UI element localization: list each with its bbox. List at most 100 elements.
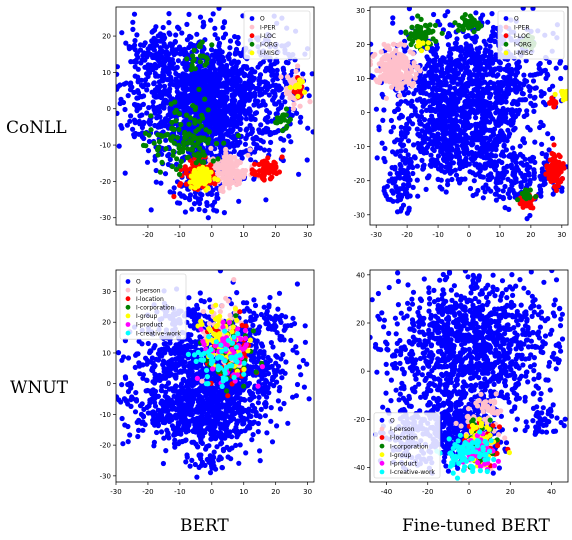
scatter-point-i-org <box>460 27 467 33</box>
scatter-point-o <box>130 19 136 25</box>
wnut-bert-scatter-plot: -30 -20 -10 0 10 20 30-30-20-100102030OI-perso… <box>100 269 315 496</box>
scatter-point-o <box>487 92 494 98</box>
scatter-points <box>116 7 314 221</box>
scatter-point-i-loc <box>271 167 278 173</box>
scatter-point-o <box>116 64 120 70</box>
scatter-point-o <box>390 20 396 26</box>
scatter-point-o <box>257 72 264 78</box>
scatter-point-o <box>493 197 499 203</box>
scatter-point-o <box>499 159 505 166</box>
scatter-point-o <box>288 139 294 145</box>
scatter-point-o <box>496 116 502 122</box>
scatter-point-o <box>242 108 248 114</box>
scatter-point-o <box>151 35 157 41</box>
scatter-point-o <box>146 105 152 111</box>
scatter-point-i-org <box>148 127 154 133</box>
scatter-point-i-per <box>297 103 303 109</box>
scatter-point-o <box>512 125 518 131</box>
scatter-point-o <box>425 174 431 180</box>
scatter-point-o <box>382 145 388 151</box>
scatter-point-i-misc <box>200 179 206 185</box>
x-tick-label: 20 <box>271 231 280 239</box>
scatter-point-i-org <box>476 23 482 29</box>
scatter-point-i-per <box>379 62 385 68</box>
scatter-point-o <box>183 93 189 99</box>
scatter-point-i-misc <box>195 181 201 187</box>
scatter-point-o <box>452 119 458 125</box>
scatter-point-i-misc <box>552 91 558 97</box>
scatter-point-o <box>171 185 177 191</box>
scatter-point-o <box>182 64 188 70</box>
scatter-point-o <box>305 125 311 131</box>
scatter-point-o <box>157 103 163 109</box>
scatter-point-i-misc <box>208 169 214 175</box>
scatter-point-o <box>272 61 278 67</box>
scatter-point-i-org <box>196 154 202 160</box>
scatter-point-o <box>438 177 444 183</box>
scatter-point-o <box>173 76 179 82</box>
scatter-point-o <box>174 84 180 91</box>
scatter-point-o <box>381 107 387 113</box>
scatter-point-o <box>144 110 150 116</box>
scatter-point-o <box>549 135 556 141</box>
scatter-point-o <box>509 183 515 189</box>
scatter-point-o <box>283 59 289 65</box>
scatter-point-o <box>141 50 147 56</box>
scatter-point-o <box>472 57 478 63</box>
scatter-point-i-org <box>202 96 208 102</box>
scatter-point-o <box>432 126 438 132</box>
scatter-point-o <box>132 120 138 126</box>
scatter-point-i-org <box>157 169 163 175</box>
scatter-point-o <box>200 24 206 30</box>
scatter-point-o <box>448 55 454 62</box>
scatter-point-o <box>205 215 211 221</box>
scatter-point-o <box>482 189 488 195</box>
scatter-point-i-per <box>221 175 227 181</box>
scatter-point-o <box>165 112 171 118</box>
scatter-point-o <box>445 32 452 38</box>
scatter-point-o <box>499 97 505 103</box>
scatter-point-o <box>376 127 382 133</box>
scatter-point-o <box>416 79 422 85</box>
scatter-point-o <box>390 198 396 204</box>
scatter-point-o <box>512 77 518 83</box>
scatter-point-o <box>145 46 151 52</box>
scatter-point-o <box>160 78 166 84</box>
scatter-point-i-per <box>293 68 299 74</box>
scatter-point-i-org <box>190 53 196 59</box>
scatter-point-o <box>521 72 527 78</box>
scatter-point-o <box>255 98 261 104</box>
scatter-point-o <box>405 138 412 144</box>
scatter-point-o <box>159 49 165 56</box>
scatter-point-o <box>446 138 452 144</box>
scatter-point-o <box>190 94 196 100</box>
scatter-point-o <box>485 160 491 167</box>
scatter-point-o <box>546 59 552 65</box>
scatter-point-o <box>162 171 169 177</box>
scatter-point-o <box>463 141 469 147</box>
scatter-point-o <box>247 308 253 314</box>
scatter-point-i-misc <box>287 84 293 90</box>
scatter-point-o <box>190 86 196 92</box>
scatter-point-o <box>525 171 531 178</box>
scatter-point-o <box>518 182 524 188</box>
scatter-point-o <box>547 86 553 93</box>
scatter-point-i-per <box>377 68 383 74</box>
scatter-point-o <box>416 83 422 89</box>
scatter-point-i-loc <box>551 142 557 148</box>
scatter-point-i-org <box>158 132 164 139</box>
scatter-point-i-org <box>196 135 203 141</box>
scatter-point-o <box>294 110 300 116</box>
scatter-point-i-org <box>173 166 179 172</box>
scatter-point-o <box>449 176 455 183</box>
scatter-point-o <box>414 163 420 169</box>
scatter-point-o <box>162 66 168 72</box>
scatter-point-o <box>482 79 488 85</box>
scatter-point-o <box>421 117 428 123</box>
scatter-point-o <box>508 179 514 185</box>
scatter-point-o <box>436 86 442 93</box>
scatter-point-o <box>265 114 271 120</box>
scatter-point-o <box>497 60 503 66</box>
scatter-point-o <box>550 191 556 197</box>
scatter-point-i-org <box>143 143 149 149</box>
